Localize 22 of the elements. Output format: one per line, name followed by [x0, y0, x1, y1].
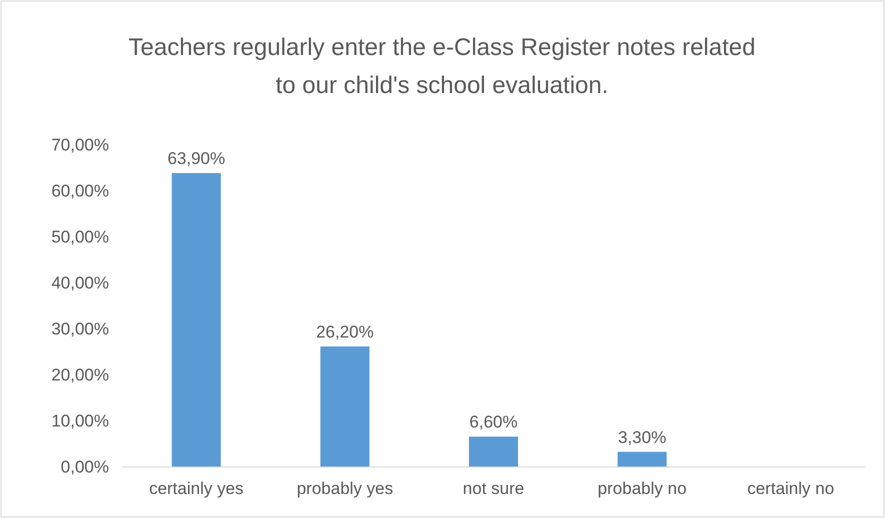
bar: [320, 346, 370, 467]
y-tick-label: 40,00%: [51, 273, 109, 292]
y-tick-label: 50,00%: [51, 227, 109, 246]
x-tick-label: certainly yes: [149, 478, 244, 498]
y-tick-label: 60,00%: [51, 181, 109, 200]
bar: [172, 173, 221, 467]
data-label: 26,20%: [316, 322, 374, 342]
y-tick-label: 0,00%: [60, 457, 109, 476]
x-tick-label: probably no: [598, 478, 687, 498]
bar: [468, 436, 518, 467]
x-tick-label: certainly no: [747, 478, 834, 498]
bar: [618, 452, 667, 467]
x-tick-label: not sure: [462, 478, 524, 498]
data-label: 63,90%: [167, 149, 226, 168]
x-tick-label: probably yes: [296, 478, 394, 498]
chart-title: Teachers regularly enter the e-Class Register notes related to our child's school evaluation.: [128, 34, 756, 99]
data-label: 3,30%: [618, 428, 666, 447]
y-tick-label: 20,00%: [51, 365, 109, 384]
y-tick-label: 10,00%: [51, 411, 109, 430]
data-label: 6,60%: [469, 412, 518, 432]
y-tick-label: 70,00%: [51, 135, 109, 154]
y-tick-label: 30,00%: [51, 319, 109, 338]
